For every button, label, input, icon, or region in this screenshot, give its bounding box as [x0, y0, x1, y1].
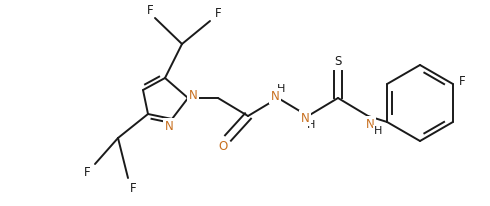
Text: H: H: [307, 120, 315, 130]
Text: N: N: [301, 111, 309, 124]
Text: F: F: [84, 165, 90, 179]
Text: S: S: [334, 55, 342, 68]
Text: F: F: [215, 7, 221, 20]
Text: H: H: [374, 126, 382, 136]
Text: F: F: [459, 75, 465, 88]
Text: N: N: [366, 117, 374, 130]
Text: N: N: [189, 89, 197, 102]
Text: N: N: [270, 89, 279, 103]
Text: F: F: [147, 4, 153, 16]
Text: N: N: [165, 119, 173, 132]
Text: H: H: [277, 84, 285, 94]
Text: O: O: [219, 140, 228, 153]
Text: F: F: [130, 181, 136, 194]
